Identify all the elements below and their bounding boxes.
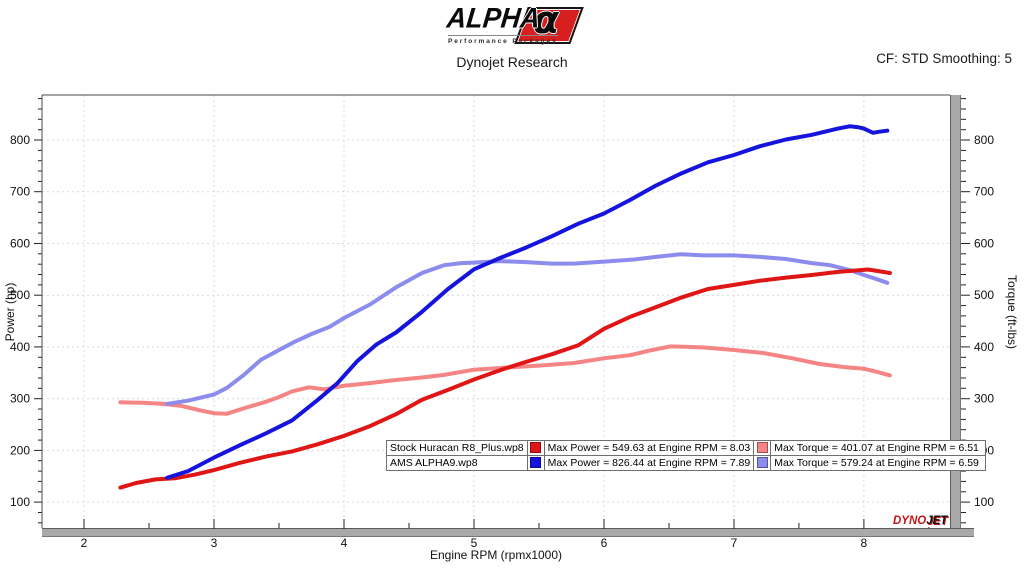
svg-text:400: 400 xyxy=(974,340,994,354)
run-name: AMS ALPHA9.wp8 xyxy=(386,455,528,471)
brand-name: ALPHA xyxy=(445,2,542,34)
power-color-swatch xyxy=(530,441,542,453)
alpha-logo: α ALPHA Performance Packages xyxy=(445,0,584,48)
svg-text:4: 4 xyxy=(341,536,348,550)
run-name: Stock Huracan R8_Plus.wp8 xyxy=(386,440,528,456)
svg-text:Power (hp): Power (hp) xyxy=(3,283,17,342)
cf-smoothing-label: CF: STD Smoothing: 5 xyxy=(876,51,1012,66)
torque-color-swatch xyxy=(756,441,768,453)
svg-text:100: 100 xyxy=(974,495,994,509)
svg-text:6: 6 xyxy=(601,536,608,550)
svg-text:2: 2 xyxy=(81,536,88,550)
svg-text:600: 600 xyxy=(10,237,30,251)
max-torque-value: Max Torque = 401.07 at Engine RPM = 6.51 xyxy=(770,440,987,456)
svg-text:7: 7 xyxy=(731,536,738,550)
svg-text:800: 800 xyxy=(10,133,30,147)
legend-table: Stock Huracan R8_Plus.wp8 Max Power = 54… xyxy=(386,440,987,471)
svg-text:Torque (ft-lbs): Torque (ft-lbs) xyxy=(1005,275,1019,349)
svg-text:700: 700 xyxy=(10,185,30,199)
legend-row-alpha9: AMS ALPHA9.wp8 Max Power = 826.44 at Eng… xyxy=(386,455,987,471)
page-title: Dynojet Research xyxy=(456,54,568,70)
svg-text:Engine RPM (rpmx1000): Engine RPM (rpmx1000) xyxy=(430,548,562,562)
dynojet-logo: DYNOJET xyxy=(891,515,950,527)
torque-color-swatch xyxy=(756,456,768,468)
legend-row-stock: Stock Huracan R8_Plus.wp8 Max Power = 54… xyxy=(386,440,987,456)
svg-text:8: 8 xyxy=(861,536,868,550)
svg-text:100: 100 xyxy=(10,495,30,509)
max-power-value: Max Power = 549.63 at Engine RPM = 8.03 xyxy=(543,440,755,456)
max-torque-value: Max Torque = 579.24 at Engine RPM = 6.59 xyxy=(770,455,987,471)
svg-text:5: 5 xyxy=(471,536,478,550)
svg-text:800: 800 xyxy=(974,133,994,147)
svg-text:500: 500 xyxy=(10,288,30,302)
svg-text:500: 500 xyxy=(974,288,994,302)
svg-text:600: 600 xyxy=(974,237,994,251)
max-power-value: Max Power = 826.44 at Engine RPM = 7.89 xyxy=(543,455,755,471)
dynojet-logo-jet: JET xyxy=(926,515,948,527)
svg-text:300: 300 xyxy=(10,392,30,406)
svg-text:3: 3 xyxy=(211,536,218,550)
svg-text:700: 700 xyxy=(974,185,994,199)
dynojet-logo-dyno: DYNO xyxy=(893,515,927,527)
svg-text:200: 200 xyxy=(10,443,30,457)
power-color-swatch xyxy=(530,456,542,468)
svg-text:400: 400 xyxy=(10,340,30,354)
brand-tagline: Performance Packages xyxy=(448,35,558,45)
svg-text:300: 300 xyxy=(974,392,994,406)
